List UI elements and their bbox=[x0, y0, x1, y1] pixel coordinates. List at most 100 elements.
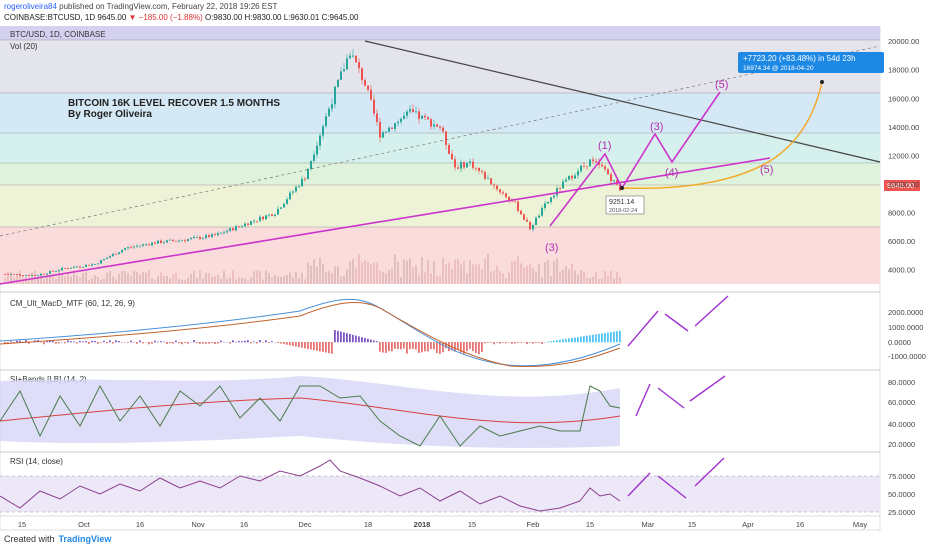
candle-body bbox=[292, 191, 294, 193]
macd-y-axis: 2000.0000 1000.0000 0.0000 -1000.0000 bbox=[888, 308, 926, 361]
macd-hist-bar bbox=[49, 340, 51, 343]
candle-body bbox=[268, 214, 270, 216]
candle-body bbox=[127, 247, 129, 249]
candle-body bbox=[355, 55, 357, 63]
volume-bar bbox=[253, 271, 255, 284]
volume-bar bbox=[199, 270, 201, 284]
candle-body bbox=[409, 109, 411, 112]
macd-hist-bar bbox=[163, 341, 165, 343]
volume-bar bbox=[586, 277, 588, 284]
chart-subtitle: By Roger Oliveira bbox=[68, 109, 152, 120]
volume-bar bbox=[550, 276, 552, 284]
volume-bar bbox=[484, 258, 486, 284]
volume-bar bbox=[529, 264, 531, 284]
candle-body bbox=[244, 223, 246, 227]
macd-hist-bar bbox=[106, 342, 108, 344]
volume-bar bbox=[88, 279, 90, 284]
candle-body bbox=[172, 239, 174, 241]
candle-body bbox=[16, 274, 18, 275]
macd-hist-bar bbox=[412, 342, 414, 349]
candle-body bbox=[508, 196, 510, 201]
volume-bar bbox=[43, 279, 45, 284]
candle-body bbox=[202, 237, 204, 239]
macd-hist-bar bbox=[253, 341, 255, 343]
indicator-y-tick: 75.0000 bbox=[888, 472, 915, 481]
macd-hist-bar bbox=[271, 341, 273, 343]
candle-body bbox=[418, 111, 420, 119]
candle-body bbox=[310, 160, 312, 169]
volume-bar bbox=[64, 276, 66, 284]
time-tick: Mar bbox=[642, 520, 655, 529]
macd-hist-bar bbox=[406, 342, 408, 354]
macd-hist-bar bbox=[367, 338, 369, 343]
macd-hist-bar bbox=[478, 342, 480, 355]
volume-bar bbox=[139, 274, 141, 284]
volume-bar bbox=[130, 275, 132, 284]
candle-body bbox=[25, 275, 27, 276]
candle-body bbox=[469, 161, 471, 163]
volume-bar bbox=[37, 277, 39, 284]
candle-body bbox=[229, 228, 231, 232]
macd-hist-bar bbox=[67, 340, 69, 343]
volume-bar bbox=[310, 265, 312, 284]
tradingview-logo[interactable]: TradingView bbox=[58, 534, 112, 544]
macd-hist-bar bbox=[499, 342, 501, 344]
volume-bar bbox=[568, 269, 570, 284]
macd-hist-bar bbox=[313, 342, 315, 351]
volume-bar bbox=[223, 270, 225, 284]
macd-pane: CM_Ult_MacD_MTF (60, 12, 26, 9) 2000.000… bbox=[0, 298, 926, 368]
author-link[interactable]: rogeroliveira84 bbox=[4, 2, 57, 11]
candle-body bbox=[559, 188, 561, 189]
macd-hist-bar bbox=[322, 342, 324, 352]
candle-body bbox=[535, 217, 537, 226]
candle-body bbox=[34, 275, 36, 276]
volume-bar bbox=[499, 270, 501, 284]
low-date: 2018-02-24 bbox=[609, 208, 637, 214]
candle-body bbox=[397, 121, 399, 124]
volume-bar bbox=[592, 276, 594, 284]
macd-hist-bar bbox=[4, 342, 6, 344]
last-price-tag: 9645.00 bbox=[884, 180, 920, 191]
macd-hist-bar bbox=[127, 342, 129, 343]
candle-body bbox=[19, 274, 21, 276]
candle-body bbox=[502, 192, 504, 194]
rsi-legend: RSI (14, close) bbox=[10, 457, 63, 466]
volume-bar bbox=[151, 278, 153, 284]
volume-bar bbox=[388, 269, 390, 284]
candle-body bbox=[199, 236, 201, 239]
candle-body bbox=[247, 223, 249, 225]
macd-hist-bar bbox=[388, 342, 390, 352]
candle-body bbox=[184, 240, 186, 242]
macd-hist-bar bbox=[91, 340, 93, 343]
macd-hist-bar bbox=[562, 339, 564, 343]
macd-hist-bar bbox=[268, 342, 270, 343]
macd-hist-bar bbox=[445, 342, 447, 349]
macd-hist-bar bbox=[235, 341, 237, 343]
macd-hist-bar bbox=[73, 341, 75, 343]
time-tick: 16 bbox=[136, 520, 144, 529]
volume-bar bbox=[238, 276, 240, 284]
candle-body bbox=[217, 233, 219, 236]
macd-hist-bar bbox=[502, 342, 504, 343]
candle-body bbox=[565, 179, 567, 182]
candle-body bbox=[91, 264, 93, 266]
volume-bar bbox=[283, 275, 285, 284]
time-tick: 15 bbox=[468, 520, 476, 529]
macd-hist-bar bbox=[166, 342, 168, 345]
volume-bar bbox=[397, 262, 399, 284]
volume-bar bbox=[517, 256, 519, 284]
volume-bar bbox=[61, 273, 63, 284]
macd-hist-bar bbox=[151, 342, 153, 344]
macd-hist-bar bbox=[142, 342, 144, 344]
volume-bar bbox=[583, 271, 585, 284]
volume-bar bbox=[154, 279, 156, 284]
low-marker: 9251.14 2018-02-24 bbox=[605, 195, 645, 215]
chart-area[interactable]: BTC/USD, 1D, COINBASE Vol (20) BITCOIN 1… bbox=[0, 26, 932, 532]
candle-body bbox=[427, 117, 429, 120]
volume-bar bbox=[562, 269, 564, 284]
support-trendline bbox=[0, 157, 771, 285]
candle-body bbox=[241, 226, 243, 227]
price-y-tick: 8000.00 bbox=[888, 209, 915, 218]
macd-hist-bar bbox=[604, 333, 606, 343]
time-tick: Apr bbox=[742, 520, 754, 529]
